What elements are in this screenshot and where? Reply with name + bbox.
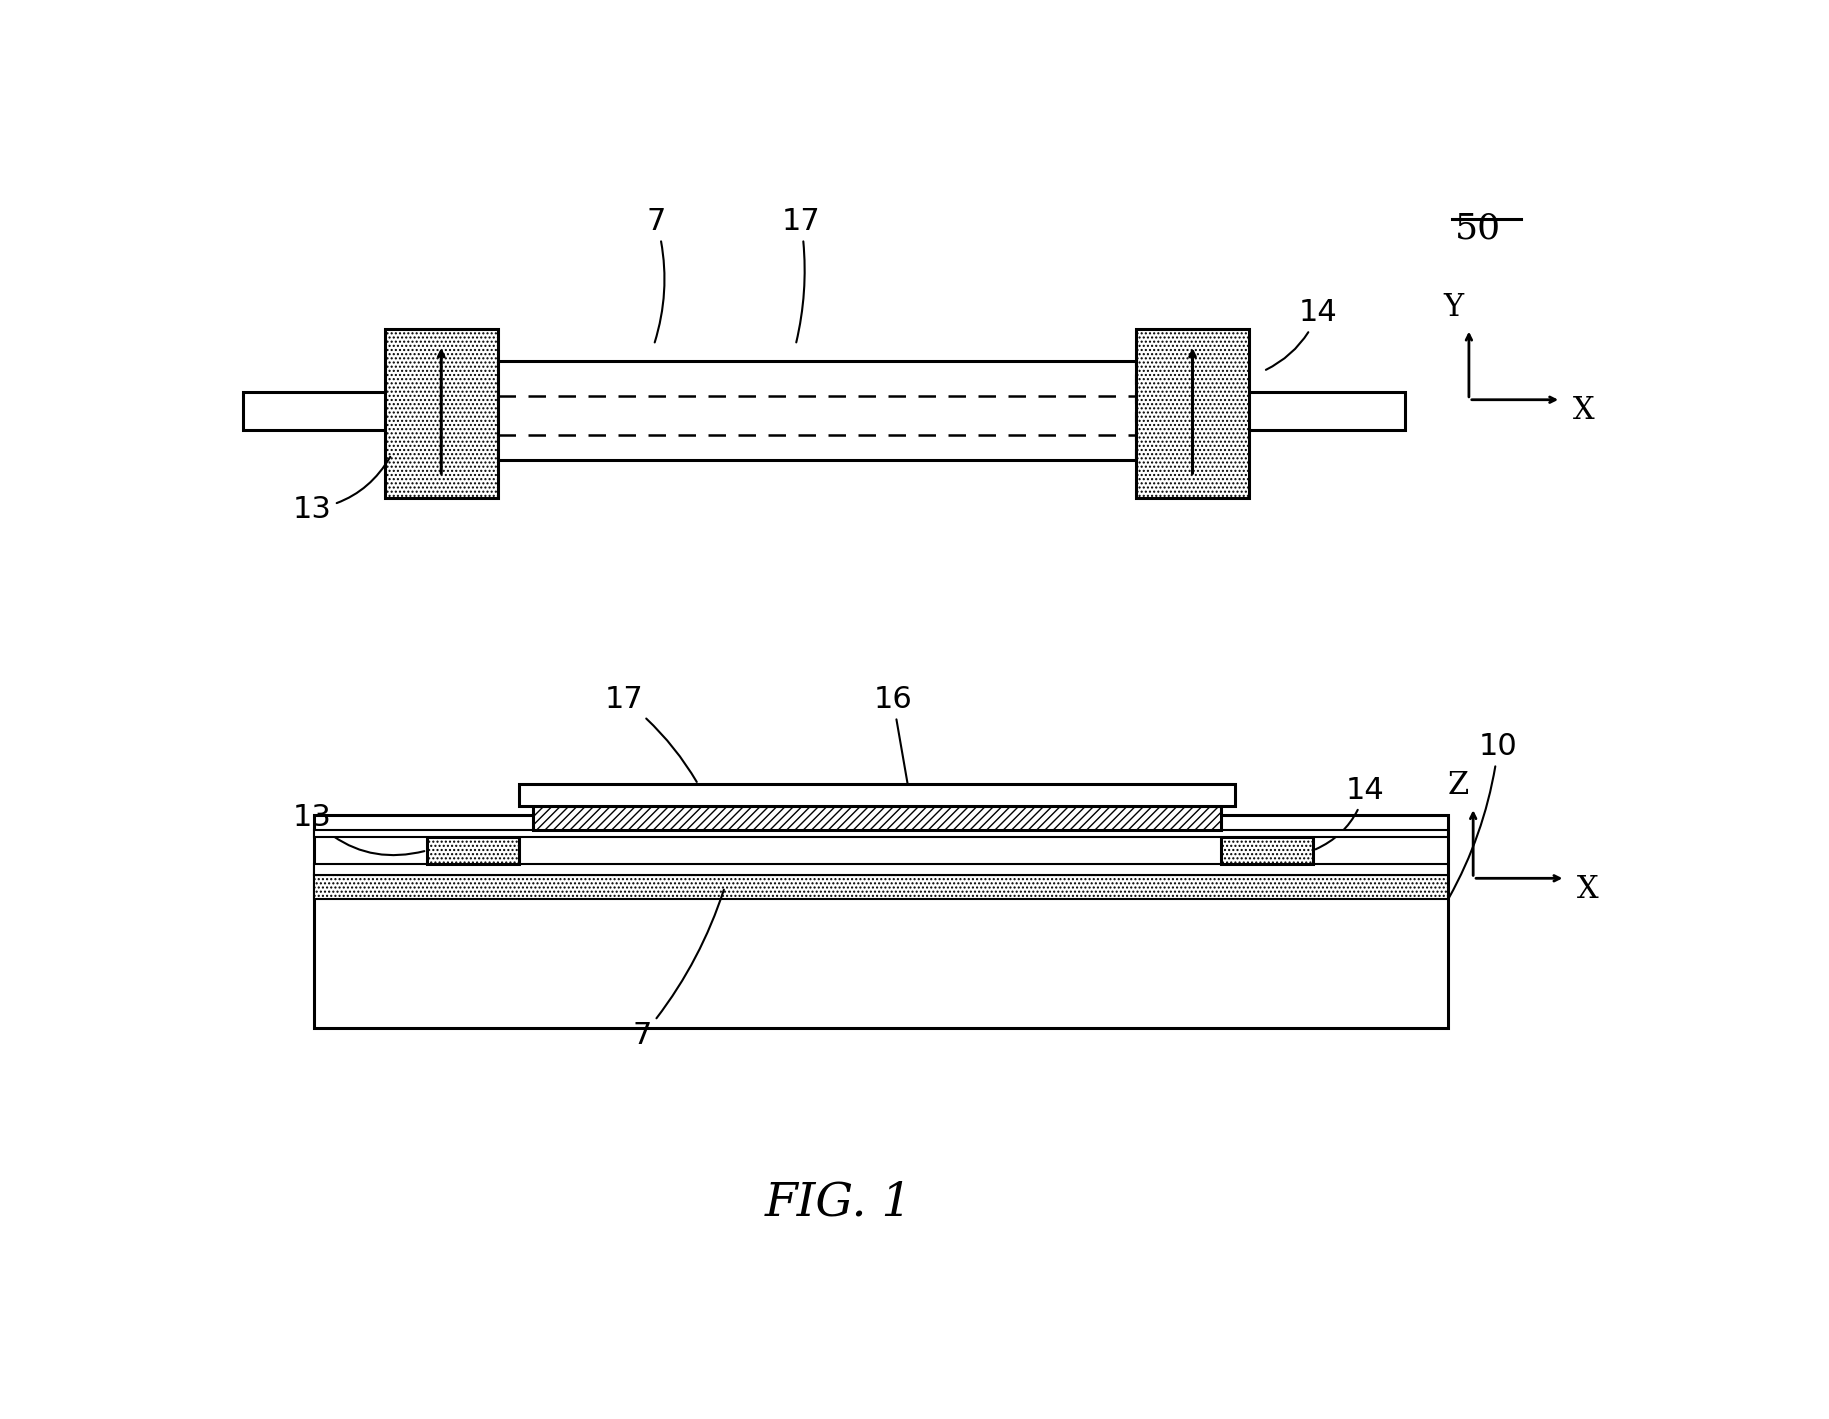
Bar	[315, 815, 1449, 1027]
Text: Y: Y	[1443, 291, 1463, 322]
Bar	[426, 837, 519, 864]
Text: 14: 14	[1315, 776, 1385, 850]
Bar	[534, 806, 1222, 830]
Text: 7: 7	[647, 207, 666, 342]
Text: X: X	[1577, 874, 1599, 905]
Bar	[243, 392, 406, 430]
Bar	[1242, 392, 1405, 430]
Text: 17: 17	[781, 207, 819, 342]
Bar	[426, 362, 1222, 460]
Bar	[384, 329, 497, 498]
Text: FIG. 1: FIG. 1	[765, 1181, 913, 1226]
Text: 13: 13	[293, 803, 424, 856]
Text: 7: 7	[633, 890, 724, 1050]
Text: 14: 14	[1266, 298, 1337, 370]
Bar	[519, 785, 1235, 806]
Text: X: X	[1573, 396, 1595, 426]
Bar	[315, 830, 1449, 837]
Bar	[315, 876, 1449, 900]
Bar	[315, 864, 1449, 876]
Text: Z: Z	[1449, 771, 1469, 802]
Text: 13: 13	[293, 457, 390, 524]
Text: 16: 16	[874, 685, 913, 803]
Text: 17: 17	[604, 685, 697, 782]
Bar	[1136, 329, 1249, 498]
Bar	[1222, 837, 1313, 864]
Text: 10: 10	[1449, 732, 1518, 898]
Text: 50: 50	[1454, 211, 1502, 245]
